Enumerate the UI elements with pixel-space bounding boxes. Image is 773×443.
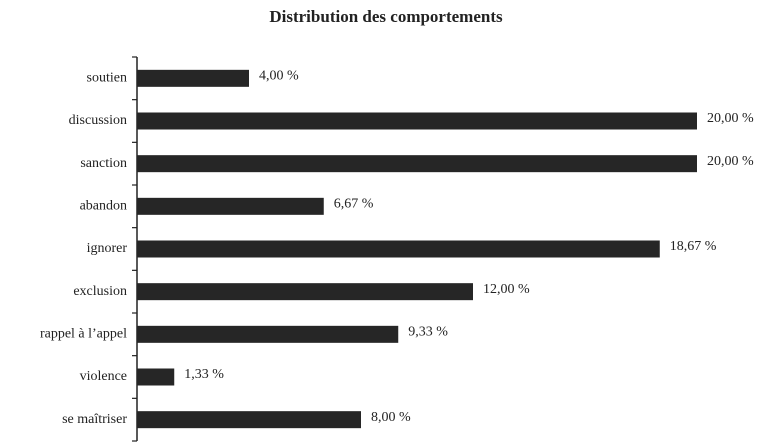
data-label: 1,33 % [184, 367, 224, 382]
bar [137, 411, 361, 429]
y-tick-label: abandon [80, 199, 127, 214]
y-tick-label: ignorer [87, 241, 128, 256]
bar [137, 197, 324, 215]
bar [137, 69, 249, 87]
y-tick-label: discussion [69, 113, 127, 128]
y-tick-label: se maîtriser [62, 412, 127, 427]
data-label: 18,67 % [670, 239, 717, 254]
y-tick-label: violence [80, 369, 127, 384]
bar [137, 325, 399, 343]
data-label: 20,00 % [707, 154, 754, 169]
bar [137, 283, 473, 301]
y-tick-label: exclusion [73, 284, 127, 299]
chart-title: Distribution des comportements [269, 7, 503, 26]
data-label: 9,33 % [408, 325, 448, 340]
bar [137, 240, 660, 258]
data-label: 4,00 % [259, 69, 299, 84]
data-label: 8,00 % [371, 410, 411, 425]
data-label: 6,67 % [334, 197, 374, 212]
y-tick-label: soutien [87, 71, 127, 86]
data-label: 20,00 % [707, 111, 754, 126]
data-label: 12,00 % [483, 282, 530, 297]
y-tick-label: rappel à l’appel [40, 327, 127, 342]
bar [137, 155, 697, 173]
bar [137, 112, 697, 130]
bar [137, 368, 175, 386]
y-tick-label: sanction [80, 156, 127, 171]
